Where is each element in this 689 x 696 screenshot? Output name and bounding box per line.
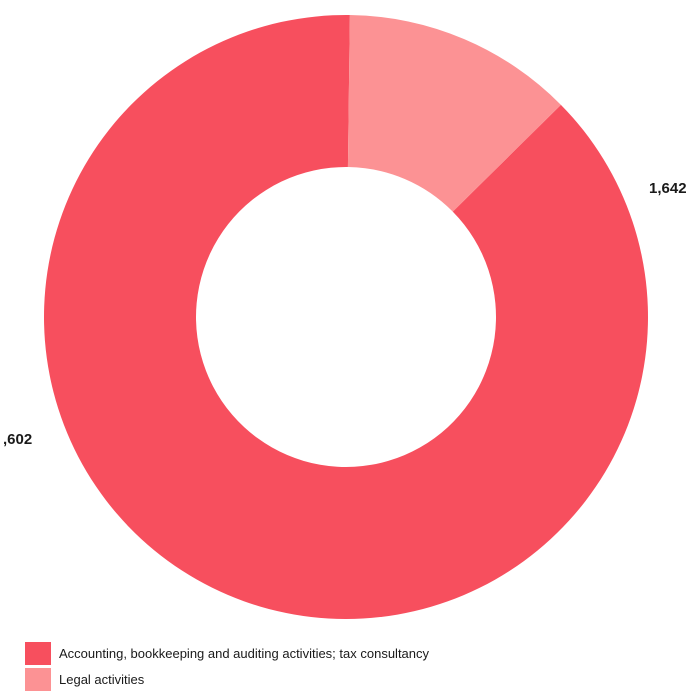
data-label-legal: 1,642 (649, 180, 687, 197)
donut-slices (43, 15, 648, 620)
legend-swatch-accounting (25, 642, 51, 665)
data-label-accounting: ,602 (3, 431, 32, 448)
legend-item-legal: Legal activities (25, 667, 429, 692)
legend-label-accounting: Accounting, bookkeeping and auditing act… (59, 646, 430, 661)
legend-label-legal: Legal activities (59, 672, 145, 687)
donut-chart: ,602 1,642 (3, 15, 687, 620)
legend: Accounting, bookkeeping and auditing act… (25, 641, 429, 693)
legend-item-accounting: Accounting, bookkeeping and auditing act… (25, 641, 429, 666)
slice-legal (347, 15, 561, 212)
legend-swatch-legal (25, 668, 51, 691)
slice-accounting (43, 15, 648, 620)
